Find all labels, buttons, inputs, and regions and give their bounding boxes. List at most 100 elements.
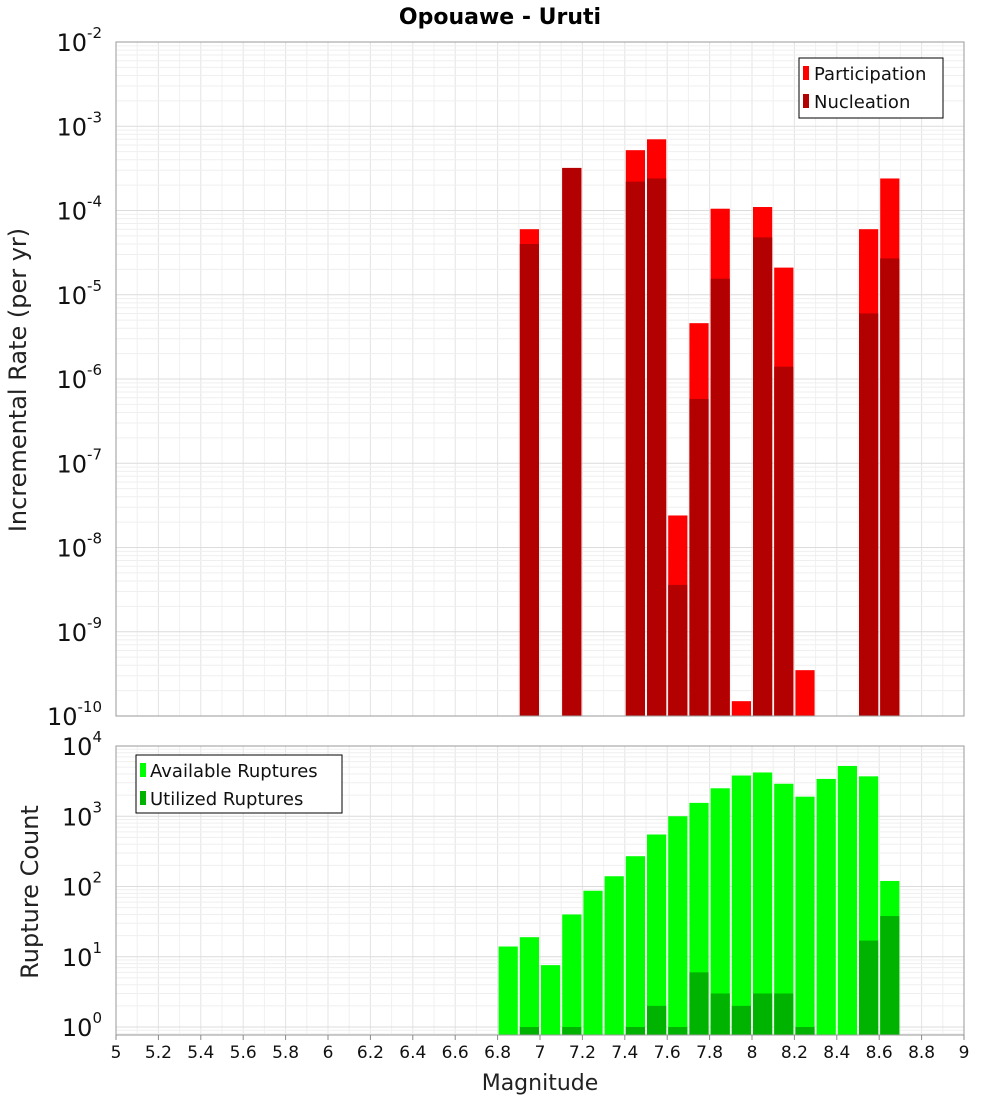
y-tick-label: 10-2 (56, 24, 102, 57)
x-tick-label: 7 (535, 1043, 546, 1063)
bar-nucleation (647, 178, 667, 716)
x-tick-label: 9 (959, 1043, 970, 1063)
x-tick-label: 8.8 (908, 1043, 935, 1063)
bar-available-ruptures (753, 772, 773, 1035)
x-tick-label: 8.2 (781, 1043, 808, 1063)
legend-swatch-utilized-ruptures (140, 791, 146, 805)
x-tick-label: 6.6 (442, 1043, 469, 1063)
top-y-axis-label: Incremental Rate (per yr) (4, 228, 32, 532)
legend-label-available-ruptures: Available Ruptures (150, 761, 318, 782)
bar-utilized-ruptures (562, 1027, 582, 1035)
bar-available-ruptures (710, 788, 730, 1035)
bar-utilized-ruptures (625, 1027, 645, 1035)
bar-nucleation (668, 584, 688, 716)
x-tick-label: 5.6 (230, 1043, 257, 1063)
bar-participation (731, 701, 751, 716)
top-legend: Participation Nucleation (798, 57, 944, 119)
bar-utilized-ruptures (647, 1005, 667, 1035)
y-tick-label: 10-3 (56, 108, 102, 141)
bottom-y-axis-label: Rupture Count (16, 805, 44, 979)
x-tick-label: 5 (111, 1043, 122, 1063)
x-tick-label: 6.8 (484, 1043, 511, 1063)
x-axis-label: Magnitude (482, 1071, 599, 1096)
bar-nucleation (753, 237, 773, 717)
bar-available-ruptures (647, 834, 667, 1035)
bar-available-ruptures (837, 765, 857, 1035)
bar-available-ruptures (668, 816, 688, 1035)
y-tick-label: 10-7 (56, 445, 102, 478)
bar-utilized-ruptures (753, 993, 773, 1035)
top-bars (519, 139, 900, 717)
y-tick-label: 101 (62, 939, 102, 972)
x-tick-label: 8 (747, 1043, 758, 1063)
bar-available-ruptures (498, 946, 518, 1035)
x-tick-label: 7.6 (654, 1043, 681, 1063)
bar-available-ruptures (541, 965, 561, 1035)
bottom-plot: 100 101 102 103 104 5 5.2 5.4 5.6 5.8 6 6.2 6.4 6.6 6… (16, 728, 969, 1096)
top-plot-border (115, 41, 965, 717)
y-tick-label: 102 (62, 869, 102, 902)
bar-available-ruptures (795, 796, 815, 1035)
x-tick-label: 5.4 (187, 1043, 214, 1063)
legend-swatch-nucleation (803, 94, 809, 108)
x-tick-label: 6 (323, 1043, 334, 1063)
bar-nucleation (562, 167, 582, 717)
bar-participation (795, 670, 815, 716)
bar-utilized-ruptures (668, 1027, 688, 1035)
bar-available-ruptures (774, 783, 794, 1035)
bottom-bars (498, 765, 900, 1035)
y-tick-label: 100 (62, 1009, 102, 1042)
y-tick-label: 10-6 (56, 361, 102, 394)
x-tick-label: 5.8 (272, 1043, 299, 1063)
y-tick-label: 10-10 (47, 698, 102, 731)
bar-nucleation (774, 366, 794, 716)
chart-title: Opouawe - Uruti (399, 5, 601, 30)
bar-nucleation (880, 258, 900, 716)
bar-utilized-ruptures (710, 993, 730, 1035)
legend-label-utilized-ruptures: Utilized Ruptures (150, 789, 303, 810)
bar-nucleation (625, 181, 645, 717)
x-tick-label: 8.6 (866, 1043, 893, 1063)
top-legend-box (798, 57, 944, 119)
bar-available-ruptures (562, 914, 582, 1035)
legend-swatch-available-ruptures (140, 763, 146, 777)
bar-utilized-ruptures (859, 940, 879, 1035)
bar-nucleation (519, 244, 539, 717)
x-tick-label: 6.4 (399, 1043, 426, 1063)
top-grid (115, 41, 965, 717)
x-ticks: 5 5.2 5.4 5.6 5.8 6 6.2 6.4 6.6 6.8 7 7.2 7.4 7.6 7.8 8… (111, 1035, 970, 1063)
y-tick-label: 10-8 (56, 530, 102, 563)
x-tick-label: 7.4 (611, 1043, 638, 1063)
bar-available-ruptures (583, 890, 603, 1035)
bar-nucleation (689, 398, 709, 716)
legend-label-participation: Participation (814, 64, 926, 85)
y-tick-label: 104 (62, 728, 102, 761)
bottom-legend: Available Ruptures Utilized Ruptures (135, 754, 343, 814)
x-tick-label: 6.2 (357, 1043, 384, 1063)
bar-utilized-ruptures (880, 916, 900, 1035)
bar-available-ruptures (731, 775, 751, 1035)
y-tick-label: 103 (62, 798, 102, 831)
y-tick-label: 10-9 (56, 614, 102, 647)
legend-label-nucleation: Nucleation (814, 92, 910, 113)
y-tick-label: 10-5 (56, 277, 102, 310)
x-tick-label: 7.2 (569, 1043, 596, 1063)
bar-nucleation (859, 313, 879, 716)
bar-available-ruptures (816, 778, 836, 1035)
top-y-ticks: 10-10 10-9 10-8 10-7 10-6 10-5 10-4 10-3 10-2 (47, 24, 102, 731)
x-tick-label: 7.8 (696, 1043, 723, 1063)
bar-utilized-ruptures (689, 972, 709, 1035)
bar-utilized-ruptures (795, 1027, 815, 1035)
bar-utilized-ruptures (519, 1027, 539, 1035)
bar-available-ruptures (519, 937, 539, 1035)
bottom-y-ticks: 100 101 102 103 104 (62, 728, 102, 1042)
bar-utilized-ruptures (731, 1005, 751, 1035)
x-tick-label: 5.2 (145, 1043, 172, 1063)
legend-swatch-participation (803, 66, 809, 80)
bar-nucleation (710, 278, 730, 716)
top-plot: 10-10 10-9 10-8 10-7 10-6 10-5 10-4 10-3 10-2 In… (4, 24, 965, 731)
bar-utilized-ruptures (774, 993, 794, 1035)
y-tick-label: 10-4 (56, 193, 102, 226)
x-tick-label: 8.4 (823, 1043, 850, 1063)
